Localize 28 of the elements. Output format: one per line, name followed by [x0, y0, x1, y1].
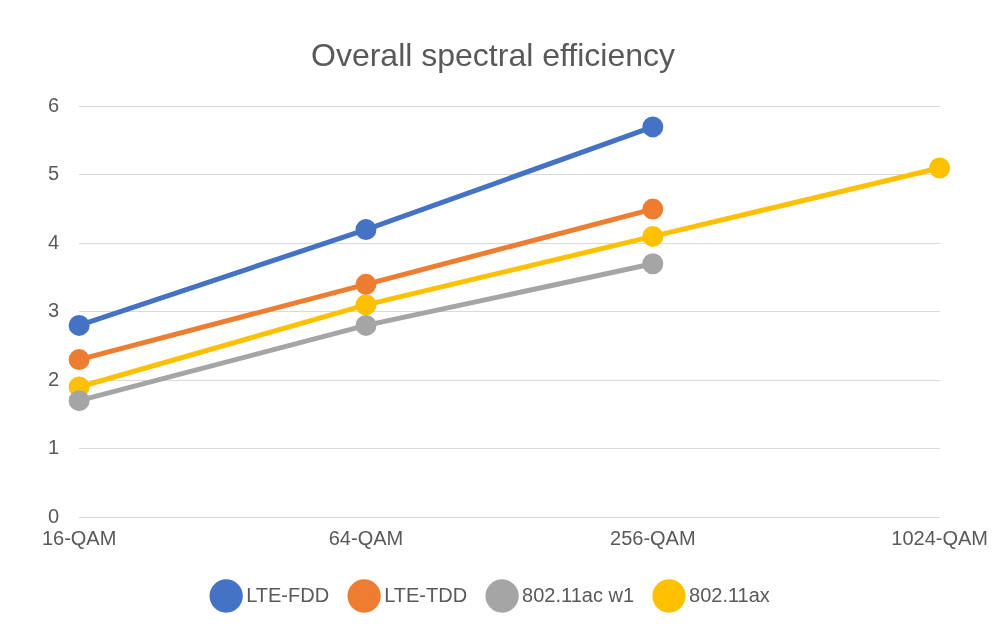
x-tick-label: 16-QAM: [41, 526, 117, 549]
point: [68, 390, 90, 412]
point: [642, 225, 664, 247]
point: [355, 273, 377, 295]
y-tick-label: 6: [48, 93, 60, 116]
y-tick-label: 0: [48, 504, 60, 527]
legend-label: 802.11ac w1: [522, 583, 635, 606]
point: [642, 253, 664, 275]
point: [642, 198, 664, 220]
point: [355, 314, 377, 336]
point: [929, 157, 951, 179]
y-tick-label: 4: [48, 230, 60, 253]
y-tick-label: 2: [48, 367, 60, 390]
y-tick-label: 5: [48, 162, 60, 185]
y-tick-label: 3: [48, 299, 60, 322]
point: [642, 116, 664, 138]
point: [68, 314, 90, 336]
legend-label: LTE-FDD: [246, 583, 330, 606]
chart-title: Overall spectral efficiency: [311, 37, 675, 74]
y-tick-label: 1: [48, 436, 60, 459]
legend-label: 802.11ax: [689, 583, 770, 606]
point: [355, 294, 377, 316]
x-tick-label: 64-QAM: [328, 526, 404, 549]
x-tick-label: 1024-QAM: [891, 526, 988, 549]
point: [68, 349, 90, 371]
x-tick-label: 256-QAM: [610, 526, 696, 549]
point: [355, 219, 377, 241]
legend-label: LTE-TDD: [384, 583, 468, 606]
